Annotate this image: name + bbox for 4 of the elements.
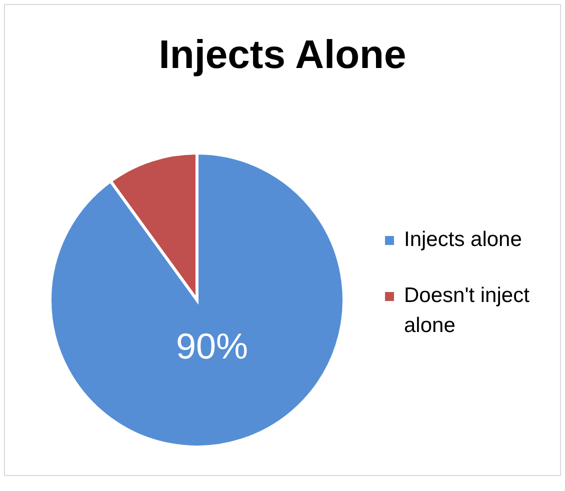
legend-label: Injects alone: [404, 227, 523, 253]
legend-label: Doesn't inject alone: [404, 283, 530, 339]
data-label: 90%: [176, 326, 248, 367]
chart-title: Injects Alone: [158, 33, 408, 78]
